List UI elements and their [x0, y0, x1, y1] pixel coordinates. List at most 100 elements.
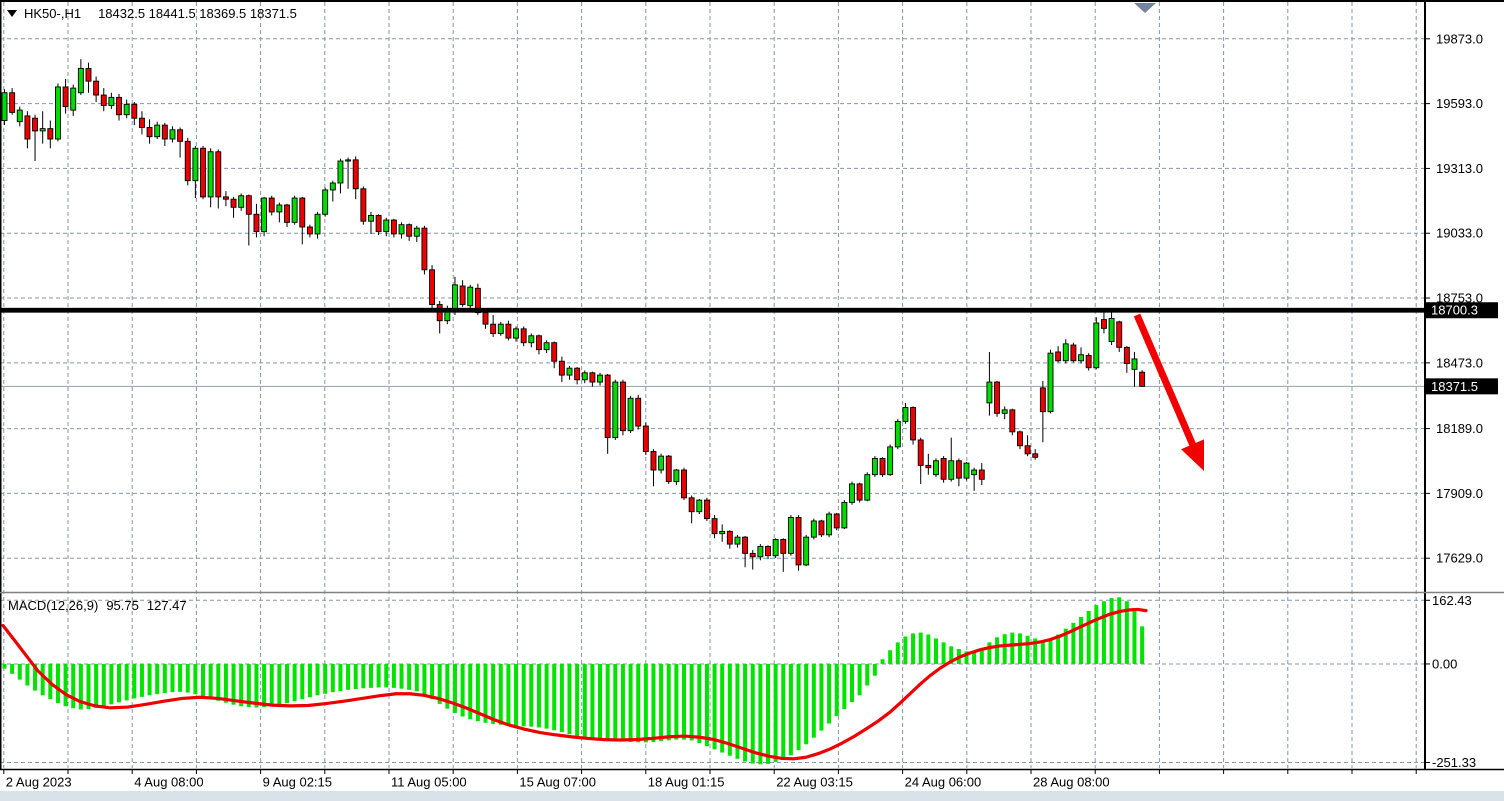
price-axis-label[interactable]: 19313.0: [1436, 161, 1483, 176]
time-axis-label[interactable]: 11 Aug 05:00: [391, 775, 467, 790]
time-scale-area[interactable]: [0, 769, 1504, 791]
candle-body: [77, 67, 84, 94]
macd-bar: [139, 663, 144, 697]
price-axis-label[interactable]: 19873.0: [1436, 31, 1483, 46]
macd-bar: [491, 663, 496, 724]
macd-bar: [460, 663, 465, 717]
macd-signal-line: [1, 607, 1148, 761]
price-axis-label[interactable]: 19593.0: [1436, 96, 1483, 111]
macd-indicator-pane[interactable]: [0, 593, 1424, 769]
macd-bar: [498, 663, 503, 725]
candle-body: [826, 513, 833, 536]
candle-body: [16, 109, 23, 123]
candle-body: [138, 117, 145, 128]
candle-body: [520, 328, 527, 344]
price-axis-label[interactable]: 18753.0: [1436, 291, 1483, 306]
candle-body: [245, 195, 252, 215]
bottom-strip: [0, 791, 1504, 801]
candle-body: [1, 92, 8, 121]
macd-bar: [368, 663, 373, 688]
candle-body: [238, 195, 245, 208]
candle-body: [627, 397, 634, 432]
macd-bar: [78, 663, 83, 710]
macd-bar: [178, 663, 183, 692]
macd-bar: [246, 663, 251, 708]
candle-body: [161, 124, 168, 140]
macd-bar: [399, 663, 404, 689]
macd-axis-label[interactable]: -251.33: [1432, 755, 1476, 770]
macd-bar: [86, 663, 91, 710]
macd-bar: [94, 663, 99, 708]
price-scale-area[interactable]: [1426, 0, 1504, 769]
time-axis-label[interactable]: 9 Aug 02:15: [263, 775, 332, 790]
candle-body: [688, 497, 695, 513]
macd-bar: [727, 663, 732, 756]
candle-body: [345, 159, 352, 162]
candle-body: [726, 530, 733, 545]
candle-body: [940, 457, 947, 480]
time-axis-label[interactable]: 4 Aug 08:00: [134, 775, 203, 790]
symbol-title-row: HK50-,H1 18432.5 18441.5 18369.5 18371.5: [7, 6, 297, 21]
symbol-timeframe-label: HK50-,H1: [24, 6, 82, 21]
macd-bar: [292, 663, 297, 702]
price-axis-label[interactable]: 18473.0: [1436, 355, 1483, 370]
price-axis-label[interactable]: 19033.0: [1436, 226, 1483, 241]
candle-body: [772, 539, 779, 557]
price-axis-label[interactable]: 17629.0: [1436, 551, 1483, 566]
macd-bar: [223, 663, 228, 703]
symbol-dropdown-icon[interactable]: [7, 10, 17, 17]
candle-body: [818, 520, 825, 536]
main-chart-pane[interactable]: [0, 2, 1424, 592]
candle-body: [70, 87, 77, 111]
down-arrow-annotation[interactable]: [1133, 313, 1205, 471]
price-axis-label[interactable]: 17909.0: [1436, 486, 1483, 501]
macd-bar: [514, 663, 519, 726]
candle-body: [665, 455, 672, 483]
time-axis-label[interactable]: 15 Aug 07:00: [519, 775, 596, 790]
scroll-to-end-marker-icon[interactable]: [1134, 3, 1156, 13]
candle-body: [284, 204, 290, 223]
candle-body: [894, 420, 901, 448]
time-axis-label[interactable]: 2 Aug 2023: [6, 775, 72, 790]
candle-body: [925, 464, 932, 469]
horizontal-level-line[interactable]: [0, 307, 1424, 313]
price-axis-label[interactable]: 18189.0: [1436, 421, 1483, 436]
candle-body: [619, 381, 626, 432]
macd-bar: [1124, 601, 1129, 664]
candle-body: [887, 446, 894, 476]
time-axis-label[interactable]: 22 Aug 03:15: [776, 775, 853, 790]
macd-bar: [71, 663, 76, 709]
price-badge-value: 18371.5: [1431, 379, 1478, 394]
candle-body: [169, 129, 176, 140]
time-axis-label[interactable]: 24 Aug 06:00: [905, 775, 982, 790]
candle-body: [467, 286, 474, 307]
candle-body: [917, 439, 924, 466]
candle-body: [390, 219, 397, 235]
macd-bar: [720, 663, 725, 753]
candle-body: [1070, 344, 1077, 362]
price-badge-bg: [1426, 302, 1498, 319]
time-axis-label[interactable]: 18 Aug 01:15: [648, 775, 725, 790]
price-badge-value: 18700.3: [1431, 303, 1478, 318]
candle-body: [360, 188, 367, 222]
macd-bar: [536, 663, 541, 728]
macd-bar: [811, 663, 816, 738]
candle-body: [681, 469, 687, 499]
candle-body: [1055, 351, 1062, 362]
macd-bar: [849, 663, 854, 702]
macd-bar: [506, 663, 511, 726]
candle-body: [604, 374, 611, 439]
macd-axis-label[interactable]: 0.00: [1432, 656, 1457, 671]
macd-bar: [674, 663, 679, 740]
macd-bar: [628, 663, 633, 742]
time-axis-label[interactable]: 28 Aug 08:00: [1033, 775, 1110, 790]
macd-axis-label[interactable]: 162.43: [1432, 593, 1472, 608]
candle-body: [597, 374, 603, 383]
macd-indicator-name: MACD(12,26,9): [8, 598, 99, 613]
candle-body: [1131, 358, 1138, 370]
candle-body: [795, 517, 802, 566]
candle-body: [810, 520, 817, 538]
macd-bar: [307, 663, 312, 698]
candle-body: [337, 160, 344, 184]
candle-body: [1017, 431, 1023, 447]
